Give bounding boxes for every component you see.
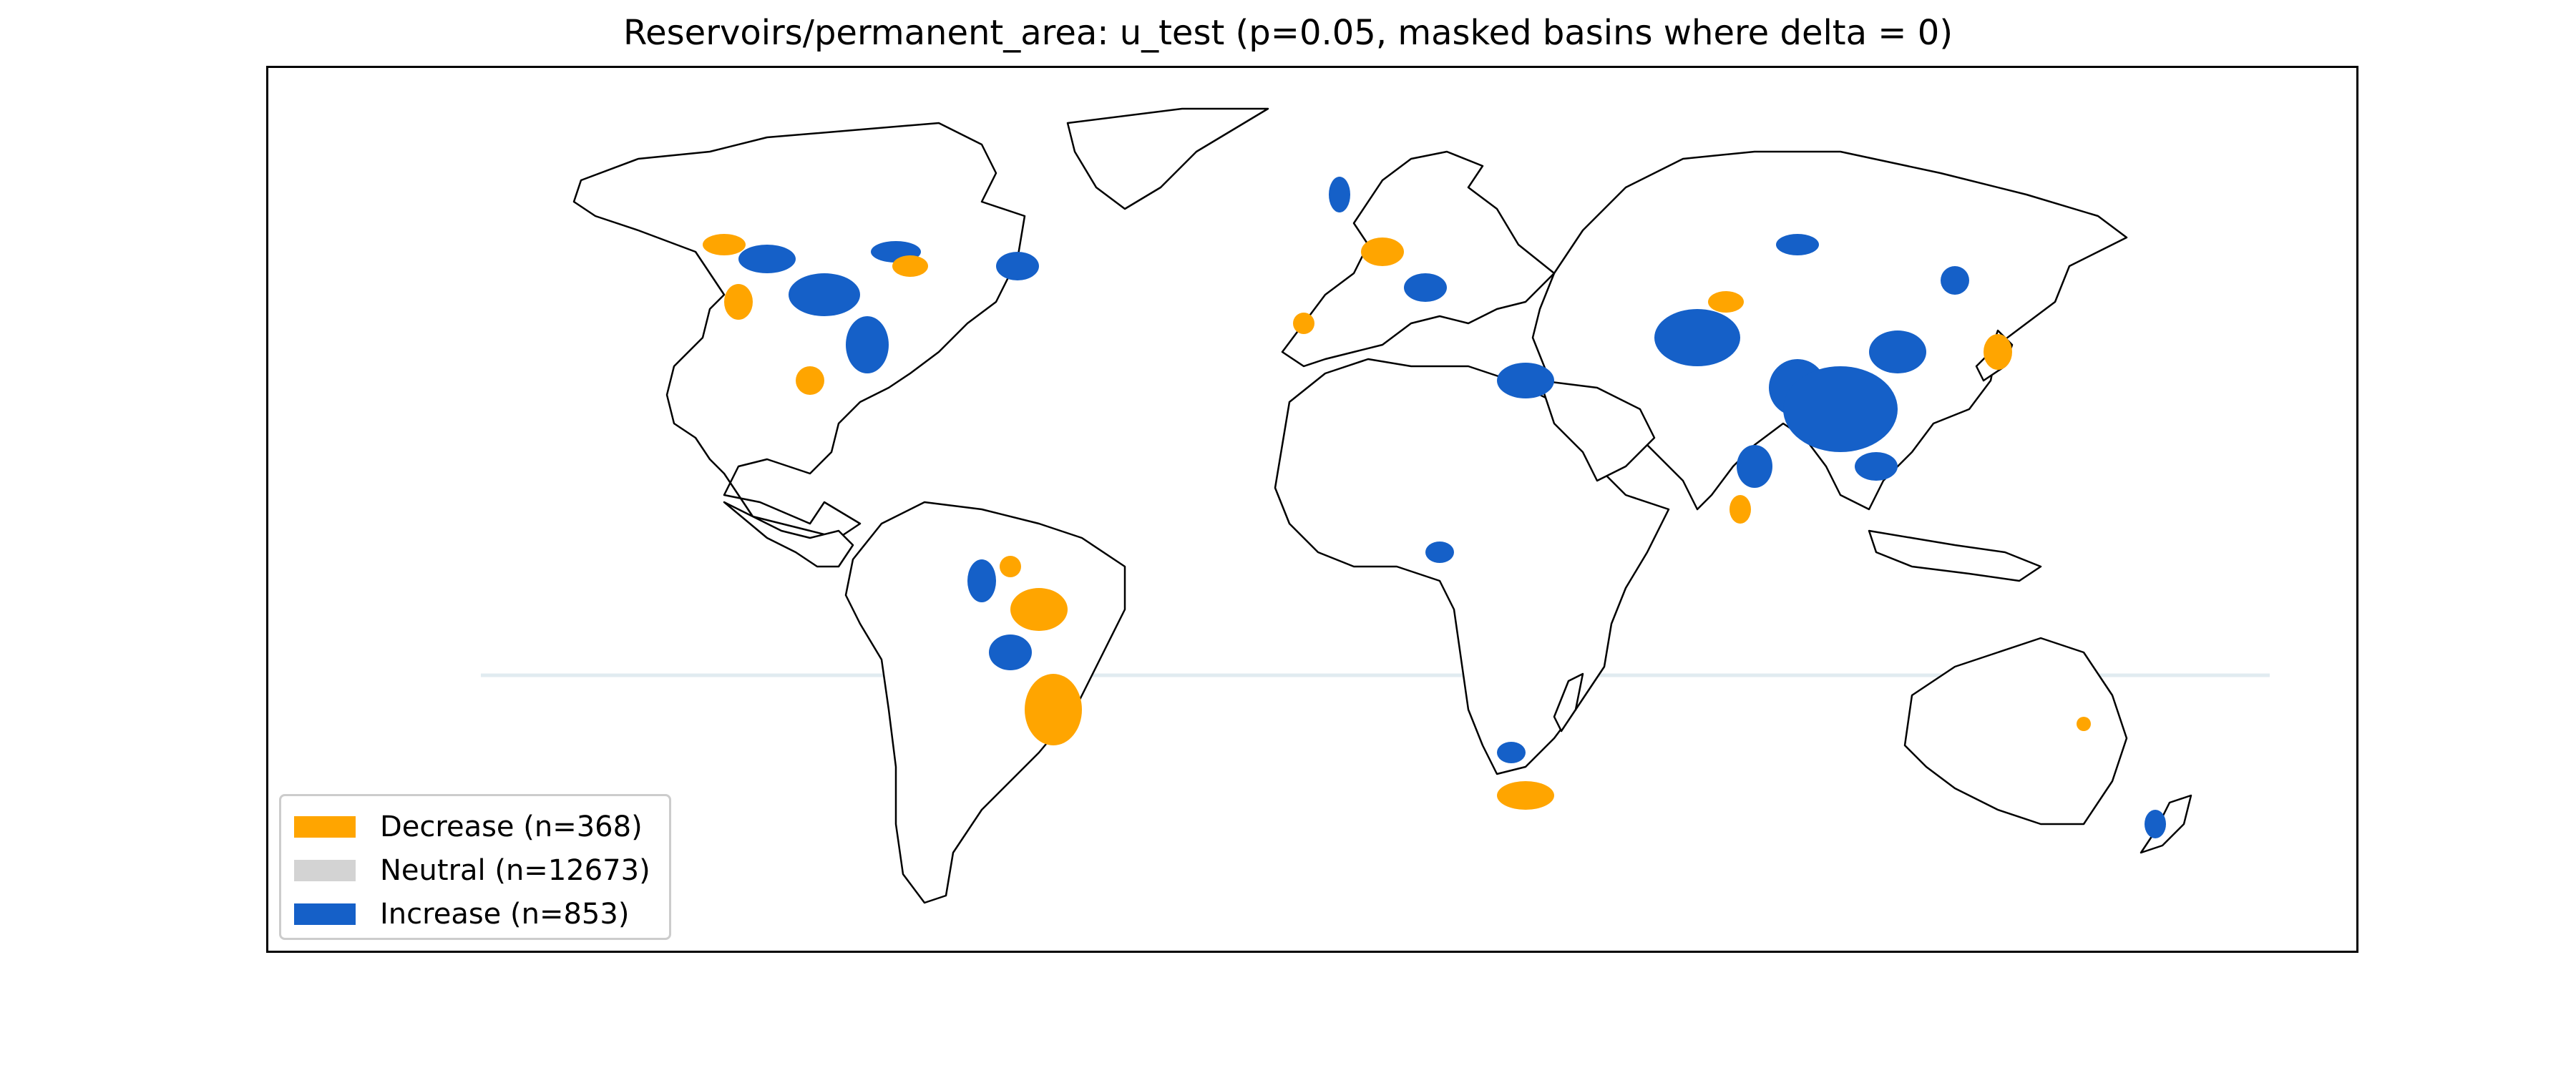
increase-basin xyxy=(846,316,889,373)
legend-row-decrease: Decrease (n=368) xyxy=(294,805,669,848)
increase-basin xyxy=(996,252,1039,280)
decrease-basin xyxy=(1010,588,1068,631)
north-america-outline xyxy=(572,122,1026,539)
legend-label-increase: Increase (n=853) xyxy=(380,897,630,931)
increase-basin xyxy=(1737,445,1772,488)
increase-basin xyxy=(1404,273,1447,302)
increase-basin xyxy=(967,559,996,602)
legend-label-neutral: Neutral (n=12673) xyxy=(380,853,650,887)
increase-basin xyxy=(1654,309,1740,366)
increase-basin xyxy=(1329,177,1350,212)
decrease-basin xyxy=(1361,237,1404,266)
arabia-outline xyxy=(1538,379,1656,482)
increase-basin xyxy=(789,273,860,316)
figure-title: Reservoirs/permanent_area: u_test (p=0.0… xyxy=(623,13,1953,53)
increase-basin xyxy=(738,245,796,273)
australia-outline xyxy=(1903,637,2128,825)
increase-basin xyxy=(1869,330,1926,373)
legend-swatch-increase xyxy=(294,903,356,925)
central-america-outline xyxy=(723,501,854,568)
increase-basin xyxy=(1855,452,1898,481)
greenland-outline xyxy=(1066,107,1269,210)
decrease-basin xyxy=(1729,495,1751,524)
decrease-basin xyxy=(1025,674,1082,745)
increase-basin xyxy=(989,635,1032,670)
decrease-basin xyxy=(1293,313,1314,334)
decrease-basin xyxy=(1000,556,1021,577)
map-legend: Decrease (n=368) Neutral (n=12673) Incre… xyxy=(279,794,671,940)
decrease-basin xyxy=(703,234,746,255)
increase-basin xyxy=(1783,366,1898,452)
increase-basins xyxy=(738,177,2166,838)
increase-basin xyxy=(1497,742,1526,763)
decrease-basin xyxy=(2077,717,2091,731)
map-panel[interactable]: Decrease (n=368) Neutral (n=12673) Incre… xyxy=(266,66,2358,953)
increase-basin xyxy=(1425,542,1454,563)
decrease-basin xyxy=(796,366,824,395)
increase-basin xyxy=(1776,234,1819,255)
legend-swatch-decrease xyxy=(294,815,356,838)
legend-row-neutral: Neutral (n=12673) xyxy=(294,848,669,892)
legend-row-increase: Increase (n=853) xyxy=(294,892,669,936)
increase-basin xyxy=(1497,363,1554,398)
decrease-basin xyxy=(1708,291,1744,313)
decrease-basin xyxy=(724,284,753,320)
legend-swatch-neutral xyxy=(294,859,356,881)
madagascar-outline xyxy=(1553,672,1584,733)
increase-basin xyxy=(2145,810,2166,838)
legend-label-decrease: Decrease (n=368) xyxy=(380,810,643,843)
indonesia-outline xyxy=(1868,529,2042,582)
decrease-basin xyxy=(892,255,928,277)
decrease-basin xyxy=(1984,334,2012,370)
decrease-basin xyxy=(1497,781,1554,810)
increase-basin xyxy=(1941,266,1969,295)
decrease-basins xyxy=(703,234,2091,810)
